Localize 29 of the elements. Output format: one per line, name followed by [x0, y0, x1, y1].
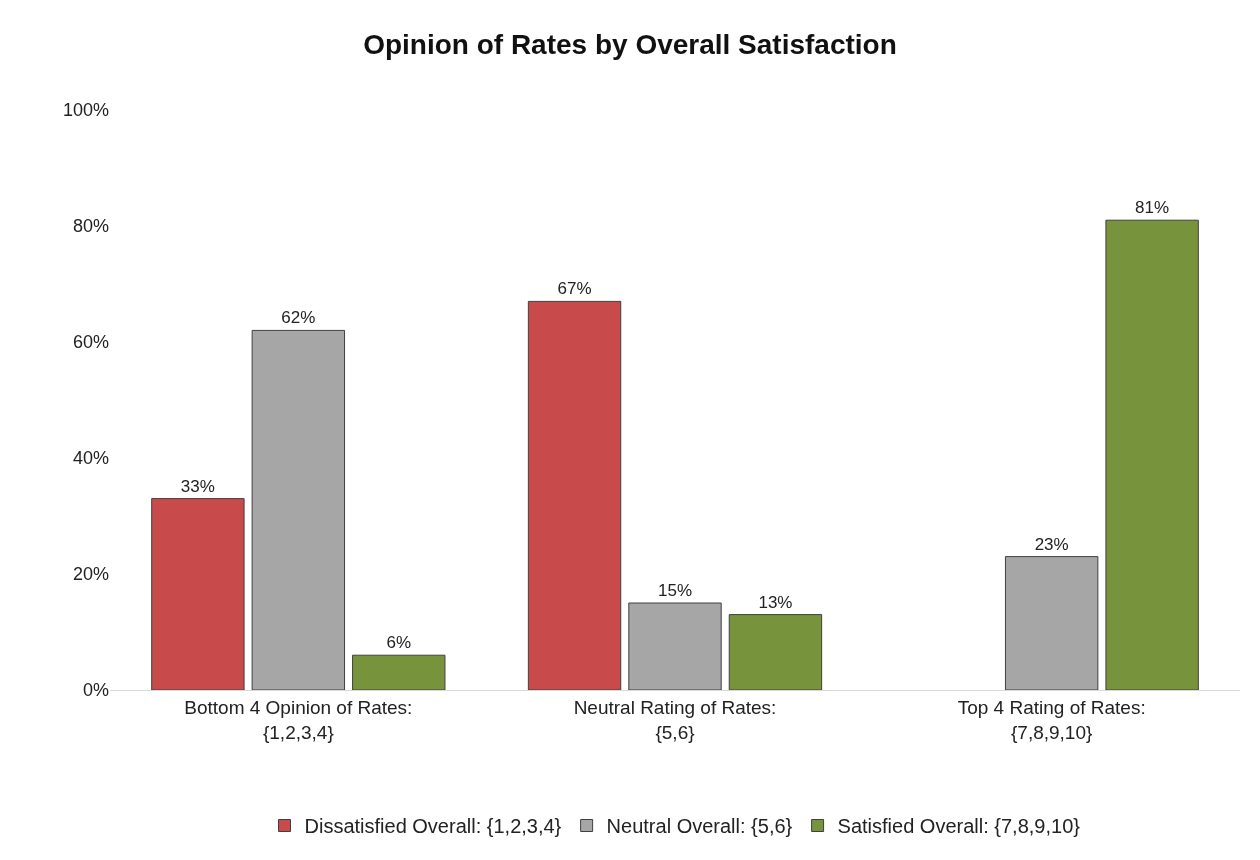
- bar: [1105, 219, 1199, 690]
- legend-label: Satisfied Overall: {7,8,9,10}: [837, 815, 1081, 838]
- data-label: 13%: [758, 592, 793, 612]
- x-tick-label: Top 4 Rating of Rates: {7,8,9,10}: [957, 696, 1146, 743]
- data-label: 33%: [180, 476, 215, 496]
- legend-label: Dissatisfied Overall: {1,2,3,4}: [304, 815, 562, 838]
- data-label: 81%: [1135, 198, 1170, 218]
- y-tick-label: 60%: [72, 332, 109, 353]
- x-tick-label: Bottom 4 Opinion of Rates: {1,2,3,4}: [184, 696, 413, 743]
- data-label: 15%: [657, 581, 693, 600]
- y-tick-label: 20%: [72, 564, 109, 585]
- data-label: 23%: [1034, 534, 1069, 554]
- y-tick-label: 80%: [72, 216, 109, 237]
- bar: [628, 602, 722, 690]
- data-label: 62%: [281, 308, 316, 328]
- legend-label: Neutral Overall: {5,6}: [606, 815, 793, 838]
- y-tick-label: 40%: [72, 448, 109, 469]
- bar: [151, 498, 245, 690]
- bar: [1004, 556, 1099, 690]
- bar: [527, 300, 622, 690]
- y-tick-label: 100%: [62, 100, 109, 121]
- data-label: 67%: [557, 279, 592, 299]
- data-label: 6%: [386, 633, 412, 653]
- bar: [251, 329, 346, 690]
- y-tick-label: 0%: [82, 680, 109, 701]
- bar: [352, 654, 446, 690]
- chart-title: Opinion of Rates by Overall Satisfaction: [363, 29, 897, 60]
- bar: [728, 614, 823, 690]
- x-tick-label: Neutral Rating of Rates: {5,6}: [573, 696, 777, 743]
